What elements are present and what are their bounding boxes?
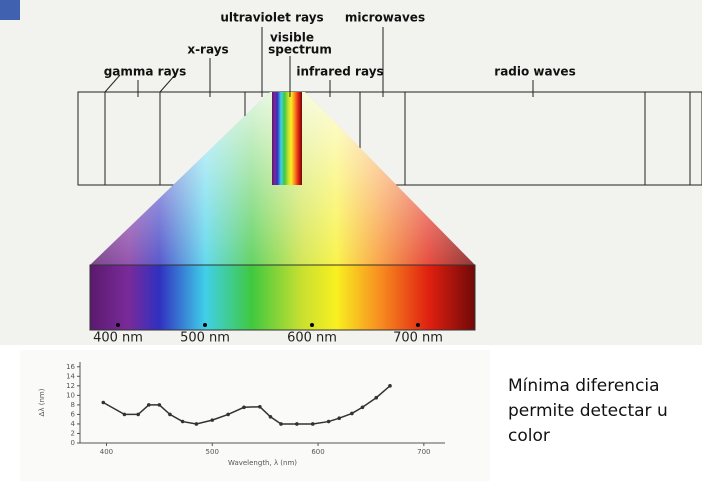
- y-tick-label: 16: [66, 363, 75, 371]
- x-tick-label: 700: [417, 448, 430, 456]
- data-point: [168, 412, 172, 417]
- y-tick-label: 8: [71, 401, 75, 409]
- band-label: radio waves: [494, 65, 575, 79]
- wavelength-dot: [310, 323, 314, 327]
- y-tick-label: 0: [71, 439, 75, 447]
- band-label: infrared rays: [296, 65, 383, 79]
- band-label: ultraviolet rays: [220, 11, 323, 25]
- band-label: gamma rays: [104, 65, 187, 79]
- data-point: [122, 412, 127, 417]
- band-label: x-rays: [187, 43, 228, 57]
- data-point: [326, 419, 331, 424]
- wavelength-dot: [416, 323, 420, 327]
- y-tick-label: 12: [66, 382, 75, 390]
- data-point: [157, 403, 162, 407]
- data-point: [226, 412, 230, 417]
- data-line: [102, 385, 391, 425]
- y-tick-label: 2: [71, 429, 75, 437]
- spectrum-bar: [89, 264, 476, 331]
- data-point: [194, 422, 199, 426]
- data-point: [210, 418, 215, 422]
- data-point: [279, 422, 283, 426]
- data-point: [295, 422, 299, 426]
- x-tick-label: 500: [206, 448, 219, 456]
- data-point: [310, 422, 315, 426]
- caption-line: Mínima diferencia: [508, 376, 660, 396]
- data-point: [337, 416, 342, 421]
- plot-panel: [20, 350, 490, 481]
- wavelength-label: 500 nm: [180, 331, 230, 346]
- label-arrows: [137, 27, 534, 97]
- y-tick-label: 4: [71, 420, 76, 428]
- wavelength-label: 600 nm: [287, 331, 337, 346]
- x-axis-label: Wavelength, λ (nm): [228, 459, 297, 467]
- y-axis-label: Δλ (nm): [38, 388, 46, 416]
- caption-line: permite detectar u: [508, 401, 668, 421]
- wavelength-label: 400 nm: [93, 331, 143, 346]
- x-tick-label: 400: [100, 448, 113, 456]
- corner-mark: [0, 0, 20, 20]
- data-point: [180, 419, 185, 424]
- data-point: [136, 412, 140, 417]
- visible-slice: [272, 92, 302, 185]
- wavelength-label: 700 nm: [393, 331, 443, 346]
- caption-line: color: [508, 426, 550, 446]
- data-point: [388, 384, 392, 388]
- band-label: spectrum: [268, 43, 332, 57]
- band-label: microwaves: [345, 11, 425, 25]
- data-point: [268, 414, 273, 419]
- data-point: [360, 405, 365, 410]
- x-tick-label: 600: [311, 448, 324, 456]
- y-tick-label: 6: [71, 410, 76, 418]
- data-point: [350, 411, 354, 416]
- band-label: visible: [270, 31, 314, 45]
- wavelength-dot: [203, 323, 207, 327]
- wavelength-dot: [116, 323, 120, 327]
- data-point: [258, 404, 262, 409]
- data-point: [374, 395, 379, 400]
- y-tick-label: 14: [66, 372, 75, 380]
- data-point: [242, 405, 246, 410]
- data-point: [146, 403, 151, 407]
- data-point: [101, 400, 106, 405]
- y-tick-label: 10: [66, 391, 75, 399]
